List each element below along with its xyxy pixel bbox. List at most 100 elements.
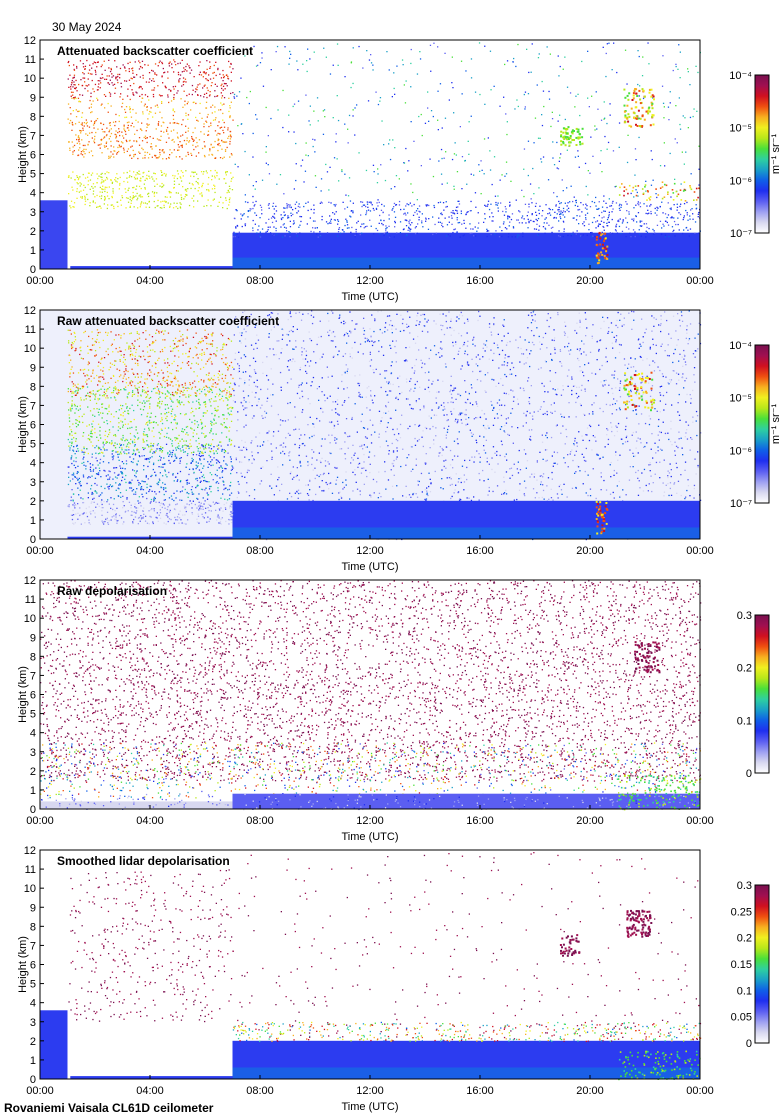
data-pixel bbox=[257, 64, 259, 66]
data-pixel bbox=[611, 331, 613, 333]
data-pixel bbox=[493, 406, 495, 409]
data-pixel bbox=[68, 175, 70, 177]
data-pixel bbox=[473, 461, 475, 463]
data-pixel bbox=[332, 312, 334, 314]
data-pixel bbox=[439, 221, 441, 223]
data-pixel bbox=[615, 324, 617, 327]
data-pixel bbox=[360, 472, 363, 474]
data-pixel bbox=[451, 56, 453, 58]
data-pixel bbox=[682, 373, 684, 375]
data-pixel bbox=[117, 73, 119, 76]
data-pixel bbox=[296, 474, 298, 477]
data-pixel bbox=[73, 74, 76, 76]
data-pixel bbox=[75, 79, 77, 82]
data-pixel bbox=[361, 467, 363, 469]
data-pixel bbox=[365, 213, 367, 216]
data-pixel bbox=[79, 176, 81, 178]
data-pixel bbox=[349, 355, 351, 358]
data-pixel bbox=[242, 214, 244, 216]
data-pixel bbox=[614, 357, 617, 359]
data-pixel bbox=[571, 132, 574, 135]
data-pixel bbox=[108, 131, 110, 133]
data-pixel bbox=[229, 116, 231, 119]
data-pixel bbox=[347, 368, 349, 370]
data-pixel bbox=[540, 158, 542, 160]
data-pixel bbox=[583, 225, 586, 227]
data-pixel bbox=[288, 206, 290, 208]
data-pixel bbox=[179, 176, 181, 178]
data-pixel bbox=[531, 429, 533, 431]
data-pixel bbox=[453, 228, 455, 231]
data-pixel bbox=[580, 389, 583, 391]
data-pixel bbox=[209, 78, 212, 80]
data-pixel bbox=[494, 417, 496, 419]
data-pixel bbox=[167, 96, 169, 98]
data-pixel bbox=[301, 443, 304, 445]
data-pixel bbox=[244, 441, 246, 443]
data-pixel bbox=[680, 437, 682, 439]
data-pixel bbox=[530, 71, 532, 73]
data-pixel bbox=[421, 213, 423, 215]
data-pixel bbox=[155, 178, 158, 180]
data-pixel bbox=[298, 384, 300, 386]
data-pixel bbox=[422, 430, 424, 432]
data-pixel bbox=[288, 369, 290, 371]
data-pixel bbox=[504, 206, 506, 208]
data-pixel bbox=[343, 323, 345, 325]
data-pixel bbox=[648, 483, 650, 485]
data-pixel bbox=[125, 197, 128, 199]
data-pixel bbox=[406, 311, 409, 313]
data-pixel bbox=[172, 138, 174, 141]
data-pixel bbox=[288, 231, 290, 233]
data-pixel bbox=[120, 93, 122, 95]
data-pixel bbox=[265, 231, 267, 233]
data-pixel bbox=[358, 395, 360, 397]
data-pixel bbox=[615, 225, 617, 227]
data-pixel bbox=[599, 223, 601, 225]
data-pixel bbox=[650, 448, 652, 450]
data-pixel bbox=[461, 156, 464, 158]
data-pixel bbox=[479, 93, 481, 96]
data-pixel bbox=[352, 82, 354, 85]
data-pixel bbox=[173, 180, 176, 182]
data-pixel bbox=[205, 107, 207, 109]
data-pixel bbox=[622, 443, 624, 445]
data-pixel bbox=[466, 466, 468, 469]
data-pixel bbox=[505, 453, 507, 455]
data-pixel bbox=[104, 186, 106, 188]
data-pixel bbox=[649, 196, 652, 198]
data-pixel bbox=[568, 402, 570, 404]
data-pixel bbox=[298, 492, 300, 495]
data-pixel bbox=[615, 202, 618, 204]
data-pixel bbox=[194, 187, 196, 190]
data-pixel bbox=[603, 234, 606, 236]
data-pixel bbox=[490, 203, 492, 205]
data-pixel bbox=[603, 210, 605, 212]
data-pixel bbox=[147, 95, 149, 98]
data-pixel bbox=[264, 416, 266, 419]
data-pixel bbox=[475, 401, 477, 403]
data-pixel bbox=[241, 449, 243, 451]
data-pixel bbox=[582, 413, 585, 415]
data-pixel bbox=[247, 210, 249, 212]
data-pixel bbox=[432, 233, 434, 236]
y-tick-label: 9 bbox=[30, 92, 36, 104]
data-pixel bbox=[428, 204, 430, 207]
data-pixel bbox=[487, 425, 489, 427]
data-pixel bbox=[78, 140, 80, 143]
data-pixel bbox=[238, 231, 240, 233]
data-pixel bbox=[185, 131, 187, 133]
data-pixel bbox=[578, 208, 581, 211]
data-pixel bbox=[648, 423, 651, 426]
data-pixel bbox=[197, 145, 199, 147]
data-pixel bbox=[351, 416, 353, 419]
data-pixel bbox=[692, 421, 694, 423]
data-pixel bbox=[177, 136, 179, 138]
data-pixel bbox=[255, 324, 257, 326]
data-pixel bbox=[138, 185, 141, 188]
data-pixel bbox=[613, 497, 615, 499]
data-pixel bbox=[676, 209, 678, 211]
data-pixel bbox=[244, 355, 247, 358]
date-label: 30 May 2024 bbox=[52, 20, 122, 34]
data-pixel bbox=[191, 137, 193, 140]
